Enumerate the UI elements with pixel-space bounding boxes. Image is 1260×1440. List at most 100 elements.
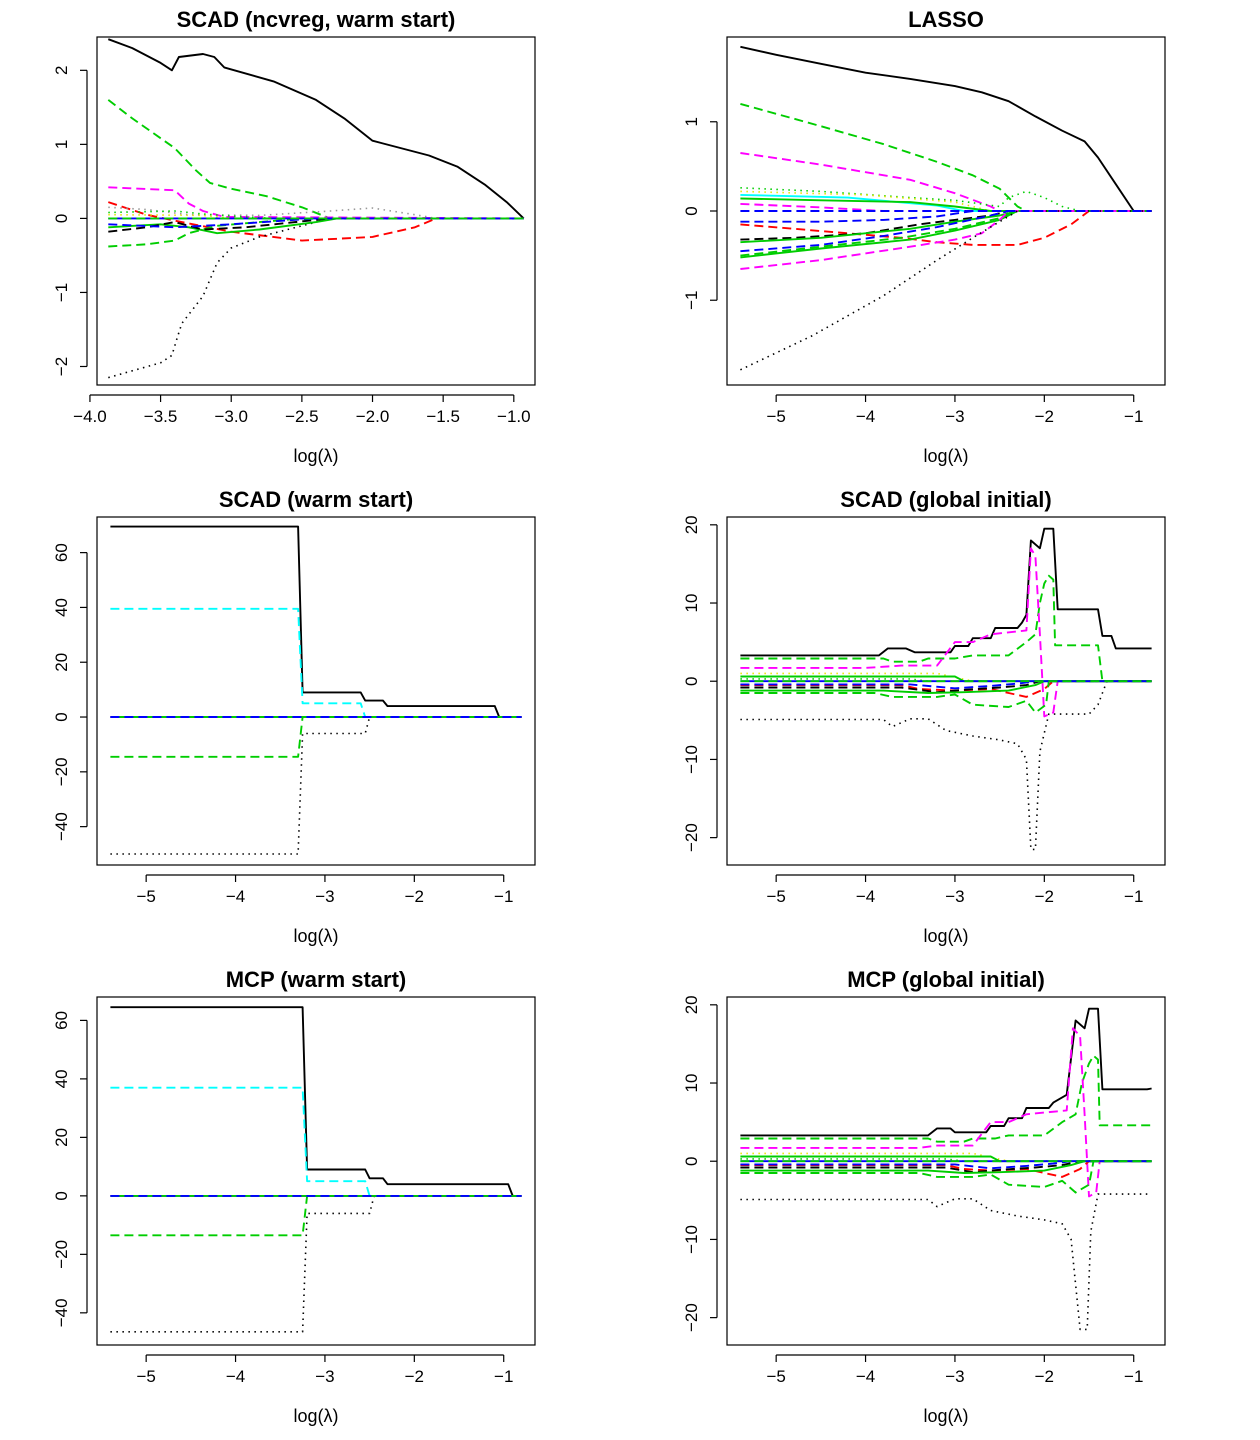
series-group [110, 525, 522, 855]
y-tick-label: 20 [52, 653, 71, 672]
series-line-green-dotted [108, 210, 524, 220]
series-line-green-dashed [740, 1054, 1152, 1143]
x-tick-label: −3 [945, 1367, 964, 1386]
x-tick-label: −4 [856, 887, 875, 906]
series-line-magenta-dashed [740, 547, 1152, 718]
series-line-green-dashed [107, 99, 524, 220]
y-tick-label: −20 [52, 1240, 71, 1269]
panel-lasso: LASSO −5 −4 −3 −2 −1 log(λ) −1 0 1 [682, 7, 1166, 466]
series-line-black-dotted [740, 680, 1152, 851]
panel-title: MCP (global initial) [847, 967, 1045, 992]
series-line-magenta-dashed [108, 186, 524, 220]
series-line-blue-dashed [740, 210, 1152, 223]
series-line-black-dotted [740, 1193, 1152, 1331]
y-tick-label: 20 [682, 995, 701, 1014]
panel-mcp-global-initial: MCP (global initial) −5 −4 −3 −2 −1 log(λ) −20… [682, 967, 1166, 1426]
series-line-green-dashed [110, 1194, 522, 1237]
x-axis-label: log(λ) [293, 446, 338, 466]
x-tick-label: −5 [766, 1367, 785, 1386]
panel-scad-global-initial: SCAD (global initial) −5 −4 −3 −2 −1 log(λ) −2… [682, 487, 1166, 946]
y-tick-label: 10 [682, 594, 701, 613]
plot-frame [96, 36, 536, 386]
series-line-cyan-dashed [110, 1086, 522, 1197]
series-group [110, 1006, 522, 1333]
y-tick-label: 1 [682, 117, 701, 126]
y-tick-label: −2 [52, 357, 71, 376]
x-tick-label: −1 [1124, 1367, 1143, 1386]
panel-scad-warm-start: SCAD (warm start) −5 −4 −3 −2 −1 log(λ) −40 −20… [52, 487, 536, 946]
series-line-green-dotted [740, 187, 1152, 212]
series-line-gray-dotted [108, 206, 524, 220]
plot-frame [96, 516, 536, 866]
x-axis-label: log(λ) [293, 926, 338, 946]
series-group [740, 1007, 1152, 1331]
x-tick-label: −1.5 [426, 407, 460, 426]
x-tick-label: −3 [945, 887, 964, 906]
x-tick-label: −1 [1124, 407, 1143, 426]
series-line-green-solid [740, 210, 1152, 259]
series-line-yellow-dotted [108, 213, 524, 220]
y-tick-label: −20 [682, 1303, 701, 1332]
panel-title: MCP (warm start) [226, 967, 407, 992]
series-line-blue-dashed [740, 1160, 1152, 1170]
series-line-cyan-dashed [110, 607, 522, 718]
x-tick-label: −4 [226, 1367, 245, 1386]
y-tick-label: −20 [682, 823, 701, 852]
panel-title: SCAD (ncvreg, warm start) [177, 7, 456, 32]
x-tick-label: −4 [856, 1367, 875, 1386]
y-tick-label: 0 [682, 1156, 701, 1165]
series-line-red-dashed [740, 210, 1152, 246]
y-tick-label: −1 [52, 283, 71, 302]
series-line-black-solid [740, 527, 1152, 657]
x-tick-label: −2 [1035, 407, 1054, 426]
y-tick-label: 60 [52, 1011, 71, 1030]
series-line-black-dotted [110, 1195, 522, 1333]
plot-frame [726, 36, 1166, 386]
series-group [740, 527, 1152, 851]
series-line-green-solid [740, 197, 1152, 212]
x-tick-label: −4 [856, 407, 875, 426]
x-tick-label: −5 [136, 1367, 155, 1386]
y-tick-label: −40 [52, 812, 71, 841]
panel-mcp-warm-start: MCP (warm start) −5 −4 −3 −2 −1 log(λ) −40 −20 0… [52, 967, 536, 1426]
y-tick-label: −1 [682, 291, 701, 310]
x-tick-label: −1 [494, 887, 513, 906]
x-axis-label: log(λ) [293, 1406, 338, 1426]
series-line-green-dotted [740, 1158, 1152, 1162]
series-line-black-dotted [740, 210, 1152, 371]
y-tick-label: 0 [52, 214, 71, 223]
x-tick-label: −1.0 [497, 407, 531, 426]
series-line-red-dashed [108, 201, 524, 242]
y-tick-label: 20 [682, 515, 701, 534]
y-tick-label: 2 [52, 66, 71, 75]
x-tick-label: −1 [1124, 887, 1143, 906]
series-line-black-solid [740, 45, 1152, 212]
series-line-magenta-dashed [740, 210, 1152, 270]
x-tick-label: −4.0 [73, 407, 107, 426]
y-tick-label: −10 [682, 745, 701, 774]
x-tick-label: −2 [405, 887, 424, 906]
x-tick-label: −3.5 [144, 407, 178, 426]
panel-title: LASSO [908, 7, 984, 32]
y-tick-label: 0 [682, 206, 701, 215]
plot-frame [726, 516, 1166, 866]
series-line-black-solid [740, 1007, 1152, 1137]
y-tick-label: 10 [682, 1074, 701, 1093]
y-tick-label: −20 [52, 757, 71, 786]
series-line-black-solid [107, 38, 525, 220]
x-tick-label: −2.5 [285, 407, 319, 426]
x-axis-label: log(λ) [923, 1406, 968, 1426]
x-tick-label: −5 [136, 887, 155, 906]
series-line-green-dashed [110, 716, 522, 758]
y-tick-label: 0 [52, 1191, 71, 1200]
x-axis-label: log(λ) [923, 446, 968, 466]
series-line-black-solid [110, 525, 522, 718]
x-tick-label: −5 [766, 887, 785, 906]
x-tick-label: −3 [315, 887, 334, 906]
series-group [740, 45, 1152, 371]
x-tick-label: −2 [1035, 887, 1054, 906]
series-line-black-solid [110, 1006, 522, 1197]
series-line-green-dashed [740, 574, 1152, 683]
series-line-green-dashed [740, 680, 1152, 714]
